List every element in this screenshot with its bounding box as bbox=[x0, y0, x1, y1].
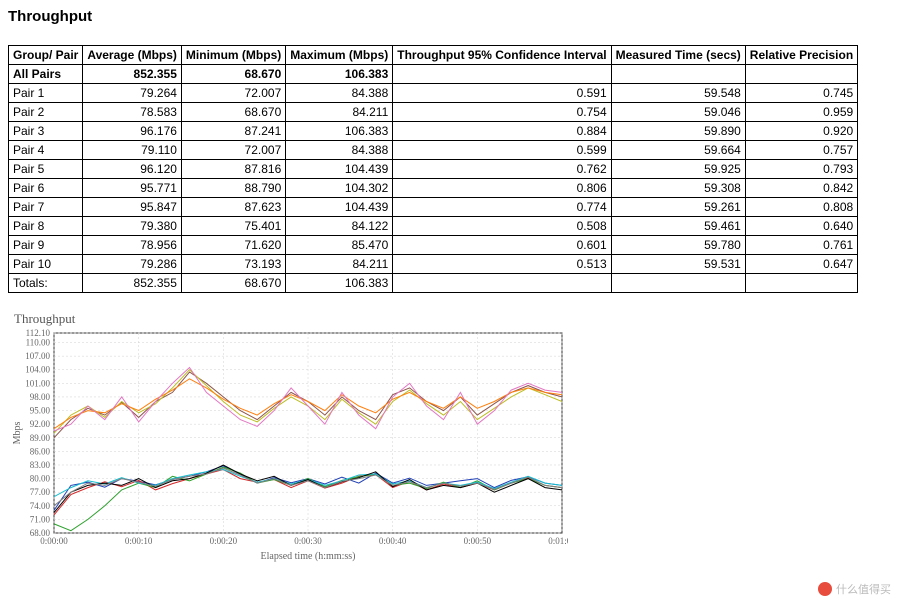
table-row: All Pairs852.35568.670106.383 bbox=[9, 65, 858, 84]
svg-text:92.00: 92.00 bbox=[30, 419, 51, 429]
svg-text:104.00: 104.00 bbox=[25, 365, 50, 375]
svg-text:71.00: 71.00 bbox=[30, 514, 51, 524]
svg-text:0:00:40: 0:00:40 bbox=[379, 536, 407, 546]
svg-text:89.00: 89.00 bbox=[30, 433, 51, 443]
table-row: Pair 179.26472.00784.3880.59159.5480.745 bbox=[9, 84, 858, 103]
svg-text:86.00: 86.00 bbox=[30, 446, 51, 456]
table-header: Measured Time (secs) bbox=[611, 46, 745, 65]
table-row: Pair 879.38075.40184.1220.50859.4610.640 bbox=[9, 217, 858, 236]
table-header: Average (Mbps) bbox=[83, 46, 182, 65]
table-row: Pair 278.58368.67084.2110.75459.0460.959 bbox=[9, 103, 858, 122]
svg-text:Mbps: Mbps bbox=[12, 422, 23, 445]
watermark-icon bbox=[818, 582, 832, 596]
table-row: Pair 596.12087.816104.4390.76259.9250.79… bbox=[9, 160, 858, 179]
svg-text:95.00: 95.00 bbox=[30, 406, 51, 416]
svg-text:0:00:10: 0:00:10 bbox=[125, 536, 153, 546]
table-row: Pair 795.84787.623104.4390.77459.2610.80… bbox=[9, 198, 858, 217]
table-row: Pair 479.11072.00784.3880.59959.6640.757 bbox=[9, 141, 858, 160]
watermark: 什么值得买 bbox=[818, 581, 891, 597]
svg-text:0:00:20: 0:00:20 bbox=[210, 536, 238, 546]
chart-svg: 68.0071.0074.0077.0080.0083.0086.0089.00… bbox=[8, 329, 568, 564]
table-header: Group/ Pair bbox=[9, 46, 83, 65]
svg-text:98.00: 98.00 bbox=[30, 392, 51, 402]
watermark-text: 什么值得买 bbox=[836, 581, 891, 597]
table-header: Minimum (Mbps) bbox=[181, 46, 285, 65]
svg-text:107.00: 107.00 bbox=[25, 351, 50, 361]
chart-title: Throughput bbox=[14, 311, 568, 327]
table-header: Relative Precision bbox=[745, 46, 857, 65]
svg-text:0:00:00: 0:00:00 bbox=[40, 536, 68, 546]
svg-text:74.00: 74.00 bbox=[30, 501, 51, 511]
table-header: Throughput 95% Confidence Interval bbox=[393, 46, 611, 65]
svg-text:110.00: 110.00 bbox=[26, 338, 51, 348]
svg-text:0:00:30: 0:00:30 bbox=[294, 536, 322, 546]
table-row: Totals:852.35568.670106.383 bbox=[9, 274, 858, 293]
svg-text:Elapsed time (h:mm:ss): Elapsed time (h:mm:ss) bbox=[261, 551, 356, 562]
throughput-table: Group/ PairAverage (Mbps)Minimum (Mbps)M… bbox=[8, 45, 858, 293]
svg-text:0:00:50: 0:00:50 bbox=[464, 536, 492, 546]
table-header: Maximum (Mbps) bbox=[286, 46, 393, 65]
svg-text:83.00: 83.00 bbox=[30, 460, 51, 470]
svg-text:112.10: 112.10 bbox=[26, 329, 51, 338]
table-row: Pair 978.95671.62085.4700.60159.7800.761 bbox=[9, 236, 858, 255]
page-title: Throughput bbox=[8, 8, 899, 25]
svg-text:77.00: 77.00 bbox=[30, 487, 51, 497]
throughput-chart: Throughput 68.0071.0074.0077.0080.0083.0… bbox=[8, 311, 568, 567]
svg-text:0:01:00: 0:01:00 bbox=[548, 536, 568, 546]
table-row: Pair 695.77188.790104.3020.80659.3080.84… bbox=[9, 179, 858, 198]
table-row: Pair 1079.28673.19384.2110.51359.5310.64… bbox=[9, 255, 858, 274]
svg-text:101.00: 101.00 bbox=[25, 378, 50, 388]
svg-text:80.00: 80.00 bbox=[30, 474, 51, 484]
table-row: Pair 396.17687.241106.3830.88459.8900.92… bbox=[9, 122, 858, 141]
